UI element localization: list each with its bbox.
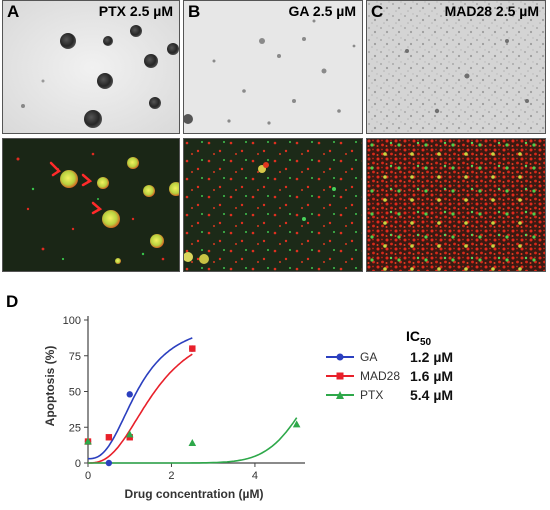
data-point-ptx <box>125 430 134 438</box>
legend-ic50-mad28: 1.6 µM <box>410 368 454 384</box>
x-axis-label: Drug concentration (µM) <box>125 487 264 501</box>
data-point-mad28 <box>189 345 196 352</box>
fluorescence-image-c <box>367 139 545 271</box>
circle-marker-icon <box>326 353 354 361</box>
panel-letter-c: C <box>371 2 384 21</box>
legend-label-ptx: PTX <box>360 388 384 402</box>
x-tick-label: 0 <box>85 470 91 482</box>
panel-letter-a: A <box>7 2 20 21</box>
brightfield-image-a <box>3 1 179 133</box>
panel-letter-d: D <box>6 292 19 311</box>
panel-a-fluorescence <box>2 138 180 272</box>
data-point-ptx <box>188 438 197 446</box>
legend-ic50-ga: 1.2 µM <box>410 349 454 365</box>
square-marker-icon <box>326 372 354 380</box>
fit-curve-mad28 <box>88 353 193 464</box>
data-point-ga <box>105 459 113 467</box>
legend-item-mad28: MAD28 1.6 µM <box>326 367 453 385</box>
brightfield-image-b <box>184 1 362 133</box>
ic50-header: IC50 <box>406 328 432 348</box>
panel-c-fluorescence <box>366 138 546 272</box>
x-tick-label: 4 <box>252 470 258 482</box>
apoptosis-chart: 0 25 50 75 100 0 2 4 Drug concentration (µM) Ap… <box>43 315 305 501</box>
legend-item-ga: GA 1.2 µM <box>326 348 453 366</box>
legend-label-mad28: MAD28 <box>360 369 401 383</box>
y-tick-label: 100 <box>63 315 81 327</box>
data-point-ptx <box>84 437 92 445</box>
panel-b-brightfield: B GA 2.5 µM <box>183 0 363 134</box>
panel-letter-b: B <box>188 2 201 21</box>
y-axis-label: Apoptosis (%) <box>43 346 57 427</box>
fit-curve-ga <box>88 337 193 460</box>
panel-title-b: GA 2.5 µM <box>288 3 356 19</box>
panel-b-fluorescence <box>183 138 363 272</box>
data-point-mad28 <box>105 434 113 441</box>
y-tick-label: 25 <box>69 422 81 434</box>
legend-label-ga: GA <box>360 350 378 364</box>
x-tick-label: 2 <box>168 470 174 482</box>
fit-curve-ptx <box>88 417 298 464</box>
legend-ic50-ptx: 5.4 µM <box>410 387 454 403</box>
y-tick-label: 0 <box>75 458 81 470</box>
fluorescence-image-b <box>184 139 362 271</box>
panel-c-brightfield: C MAD28 2.5 µM <box>366 0 546 134</box>
y-tick-label: 75 <box>69 351 81 363</box>
data-point-ga <box>126 391 133 398</box>
fluorescence-image-a <box>3 139 179 271</box>
y-tick-label: 50 <box>69 387 81 399</box>
legend-item-ptx: PTX 5.4 µM <box>326 386 453 404</box>
panel-a-brightfield: A PTX 2.5 µM <box>2 0 180 134</box>
panel-title-a: PTX 2.5 µM <box>98 3 173 19</box>
triangle-marker-icon <box>326 391 354 399</box>
brightfield-image-c <box>367 1 545 133</box>
data-point-ptx <box>292 420 301 428</box>
panel-title-c: MAD28 2.5 µM <box>444 3 539 19</box>
